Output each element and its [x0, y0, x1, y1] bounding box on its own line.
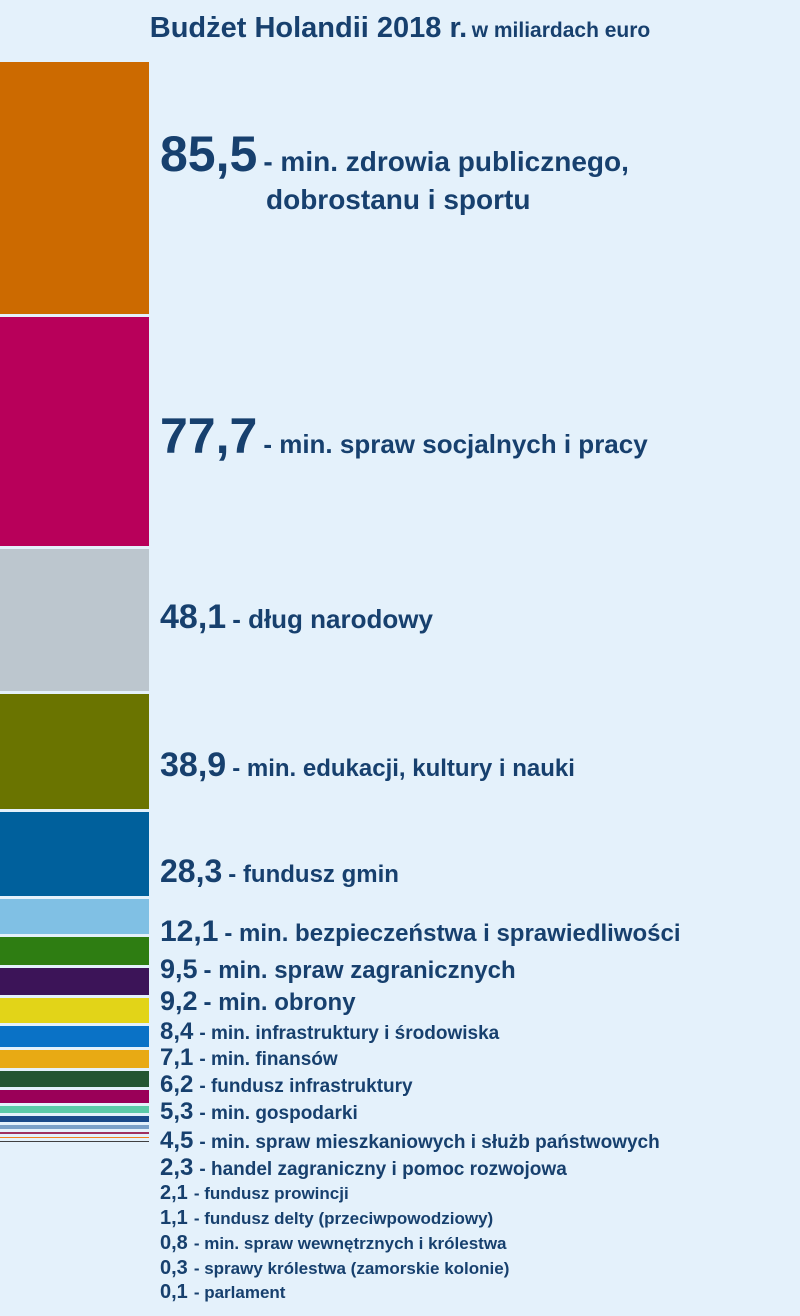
category-label: - min. finansów	[199, 1049, 338, 1070]
value-label: 9,5	[160, 954, 198, 984]
bar-segment	[0, 1090, 149, 1104]
value-label: 12,1	[160, 915, 219, 948]
category-label: - dług narodowy	[232, 604, 433, 634]
bar-segment	[0, 1131, 149, 1134]
data-label: 0,3 - sprawy królestwa (zamorskie kolonie…	[160, 1258, 509, 1279]
value-label: 6,2	[160, 1071, 194, 1098]
category-label: - min. edukacji, kultury i nauki	[232, 755, 575, 782]
data-label: 7,1- min. finansów	[160, 1045, 338, 1070]
value-label: 0,1	[160, 1281, 188, 1303]
value-label: 2,1	[160, 1182, 188, 1204]
data-label: 12,1- min. bezpieczeństwa i sprawiedliwo…	[160, 916, 681, 948]
bar-segment	[0, 317, 149, 547]
data-label: 6,2- fundusz infrastruktury	[160, 1072, 413, 1097]
category-label: - fundusz delty (przeciwpowodziowy)	[193, 1209, 494, 1228]
data-label: 1,1 - fundusz delty (przeciwpowodziowy)	[160, 1208, 493, 1229]
bar-segment	[0, 812, 149, 896]
bar-segment	[0, 1125, 149, 1129]
value-label: 38,9	[160, 746, 227, 784]
value-label: 85,5	[160, 126, 258, 182]
value-label: 4,5	[160, 1127, 194, 1154]
bar-segment	[0, 937, 149, 966]
bar-segment	[0, 549, 149, 692]
data-label: 4,5- min. spraw mieszkaniowych i służb p…	[160, 1128, 660, 1153]
data-label: 28,3- fundusz gmin	[160, 853, 399, 889]
value-label: 2,3	[160, 1154, 194, 1181]
data-label: 9,5- min. spraw zagranicznych	[160, 955, 516, 983]
value-label: 0,3	[160, 1257, 188, 1279]
category-label: - fundusz prowincji	[193, 1184, 349, 1203]
data-label: 38,9- min. edukacji, kultury i nauki	[160, 746, 575, 784]
data-label: 48,1- dług narodowy	[160, 598, 433, 636]
data-label: 9,2- min. obrony	[160, 987, 356, 1015]
category-label: - min. infrastruktury i środowiska	[199, 1023, 500, 1044]
data-label: 8,4- min. infrastruktury i środowiska	[160, 1019, 499, 1044]
data-label: 5,3- min. gospodarki	[160, 1099, 358, 1124]
bar-segment	[0, 1050, 149, 1069]
bar-segment	[0, 968, 149, 996]
bar-segment	[0, 998, 149, 1024]
category-label: - parlament	[193, 1283, 286, 1302]
chart-title: Budżet Holandii 2018 r. w miliardach eur…	[0, 12, 800, 45]
data-label: 0,1 - parlament	[160, 1282, 285, 1303]
category-label: - min. zdrowia publicznego,	[263, 146, 629, 177]
category-label: - min. spraw socjalnych i pracy	[263, 429, 648, 459]
category-label: - fundusz infrastruktury	[199, 1076, 413, 1097]
data-label: 2,3- handel zagraniczny i pomoc rozwojow…	[160, 1155, 567, 1180]
category-label: - min. gospodarki	[199, 1103, 358, 1124]
title-subtitle: w miliardach euro	[471, 19, 651, 42]
value-label: 48,1	[160, 598, 227, 636]
value-label: 8,4	[160, 1018, 194, 1045]
value-label: 77,7	[160, 408, 258, 464]
category-label: - fundusz gmin	[228, 861, 399, 888]
bar-segment	[0, 1116, 149, 1123]
bar-segment	[0, 898, 149, 935]
bar-segment	[0, 1071, 149, 1088]
data-label: 77,7- min. spraw socjalnych i pracy	[160, 410, 648, 463]
category-label: - handel zagraniczny i pomoc rozwojowa	[199, 1159, 567, 1180]
category-label-line2: dobrostanu i sportu	[266, 183, 531, 215]
data-label: 2,1 - fundusz prowincji	[160, 1183, 349, 1204]
category-label: - min. bezpieczeństwa i sprawiedliwości	[224, 920, 681, 947]
category-label: - min. spraw zagranicznych	[203, 957, 516, 984]
bar-segment	[0, 1140, 149, 1142]
category-label: - min. spraw mieszkaniowych i służb pańs…	[199, 1132, 660, 1153]
value-label: 0,8	[160, 1232, 188, 1254]
bar-segment	[0, 694, 149, 810]
category-label: - min. obrony	[203, 989, 356, 1016]
data-label: 85,5- min. zdrowia publicznego, dobrostan…	[160, 128, 629, 214]
bar-segment	[0, 1026, 149, 1048]
bar-segment	[0, 1136, 149, 1138]
data-label: 0,8 - min. spraw wewnętrznych i królestwa	[160, 1233, 507, 1254]
title-main: Budżet Holandii 2018 r.	[149, 12, 468, 44]
category-label: - sprawy królestwa (zamorskie kolonie)	[193, 1259, 510, 1278]
value-label: 1,1	[160, 1207, 188, 1229]
category-label: - min. spraw wewnętrznych i królestwa	[193, 1234, 507, 1253]
value-label: 5,3	[160, 1098, 194, 1125]
value-label: 28,3	[160, 853, 223, 889]
bar-segment	[0, 1106, 149, 1114]
value-label: 9,2	[160, 986, 198, 1016]
value-label: 7,1	[160, 1044, 194, 1071]
bar-segment	[0, 62, 149, 315]
